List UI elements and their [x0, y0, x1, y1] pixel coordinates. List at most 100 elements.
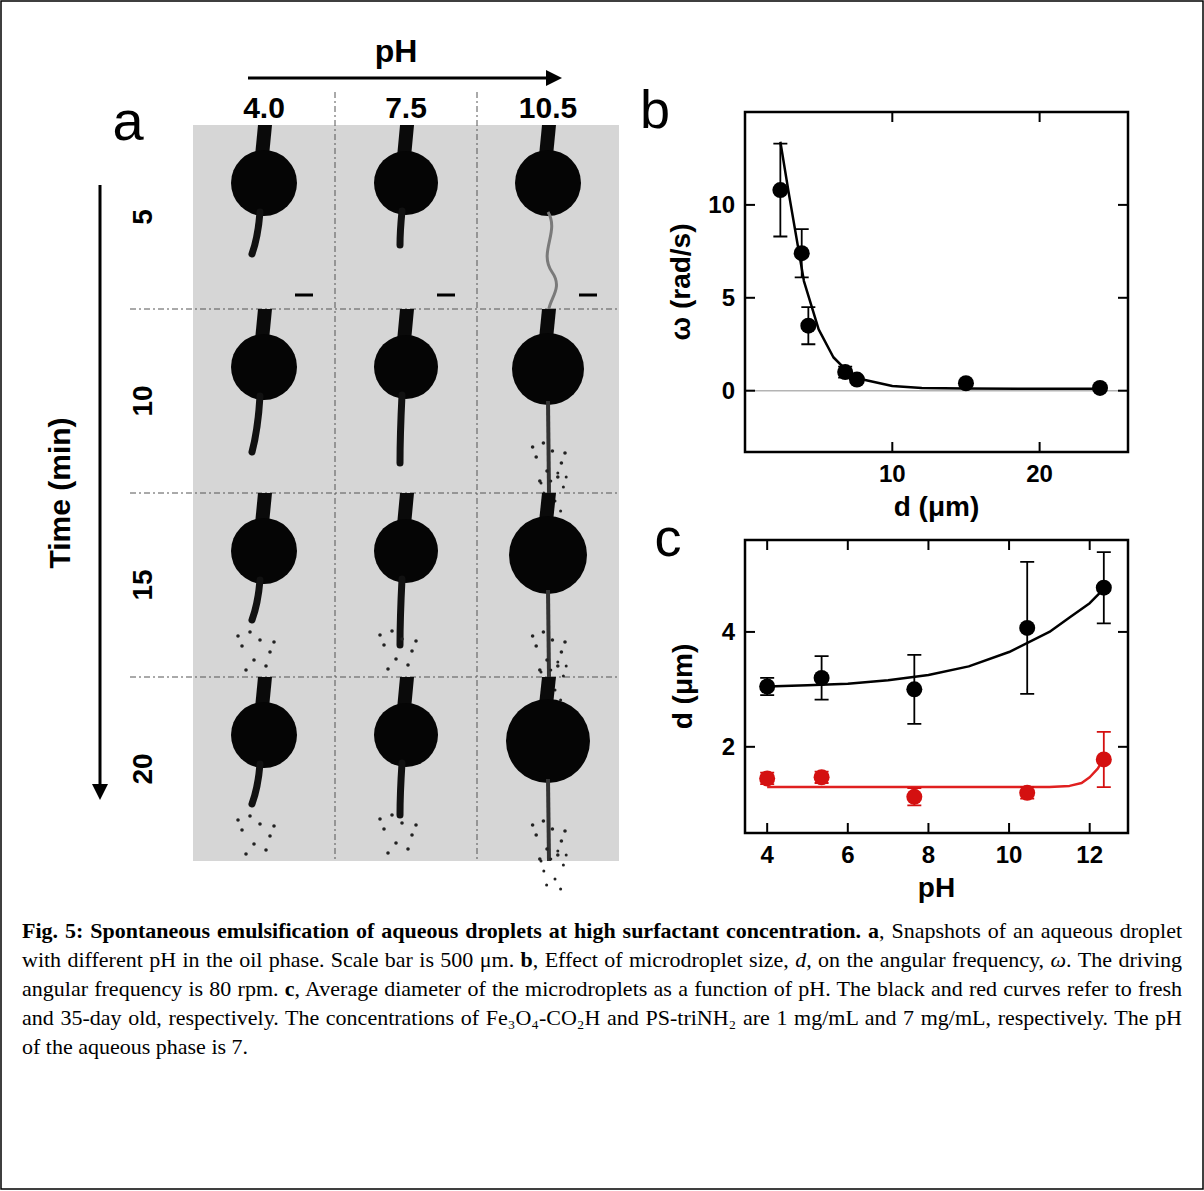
- chart-c: 468101224pHd (μm)c: [655, 507, 1129, 903]
- speck: [400, 821, 404, 825]
- panel-letter: b: [640, 79, 670, 139]
- speck: [272, 640, 276, 644]
- caption: Fig. 5: Spontaneous emulsification of aq…: [22, 916, 1182, 1061]
- speck: [559, 510, 562, 513]
- speck: [390, 813, 394, 817]
- x-tick-top: [1039, 112, 1041, 122]
- x-tick: [847, 823, 849, 833]
- point: [800, 318, 816, 334]
- speck: [406, 663, 410, 667]
- speck: [410, 649, 414, 653]
- speck: [406, 847, 410, 851]
- droplet: [231, 702, 297, 768]
- point: [794, 245, 810, 261]
- x-tick-label: 10: [879, 460, 906, 487]
- droplet-cell: [509, 493, 587, 702]
- tail: [252, 764, 260, 804]
- error-bar: [773, 144, 787, 237]
- plot-frame: [745, 112, 1128, 452]
- speck: [531, 634, 535, 638]
- speck: [554, 878, 557, 881]
- tail: [252, 580, 260, 620]
- error-bar: [907, 655, 921, 724]
- caption-text: d: [795, 947, 806, 972]
- droplet: [231, 334, 297, 400]
- droplet-cell: [515, 125, 597, 322]
- x-tick-top: [847, 540, 849, 550]
- point: [759, 679, 775, 695]
- y-tick: [745, 390, 755, 392]
- speck: [236, 818, 240, 822]
- speck: [248, 630, 252, 634]
- speck: [240, 644, 244, 648]
- droplet: [509, 516, 587, 594]
- y-tick-label: 0: [722, 377, 735, 404]
- row-label: 10: [127, 385, 158, 416]
- speck: [540, 482, 543, 485]
- point: [958, 375, 974, 391]
- column-label: 4.0: [243, 91, 285, 124]
- speck: [272, 824, 276, 828]
- y-axis-title: d (μm): [667, 644, 698, 730]
- speck: [382, 643, 386, 647]
- tail: [400, 763, 402, 815]
- droplet: [374, 335, 438, 399]
- x-tick-top: [1089, 540, 1091, 550]
- tail: [252, 212, 260, 254]
- speck: [549, 858, 552, 861]
- speck: [562, 486, 565, 489]
- y-tick-right: [1118, 390, 1128, 392]
- x-tick-label: 20: [1026, 460, 1053, 487]
- row-arrow: [99, 185, 102, 788]
- droplet-cell: [231, 309, 297, 452]
- point: [849, 372, 865, 388]
- y-tick-label: 10: [708, 191, 735, 218]
- error-bar: [1097, 552, 1111, 623]
- droplet: [506, 699, 590, 783]
- speck: [563, 640, 567, 644]
- row-header-title: Time (min): [43, 417, 76, 568]
- y-tick-label: 2: [722, 733, 735, 760]
- speck: [542, 630, 546, 634]
- error-bar: [1097, 732, 1111, 787]
- droplet: [515, 150, 581, 216]
- droplet-cell: [231, 125, 313, 295]
- droplet: [231, 518, 297, 584]
- speck: [378, 817, 382, 821]
- speck: [244, 668, 248, 672]
- speck: [556, 661, 559, 664]
- speck: [542, 441, 546, 445]
- x-tick-label: 8: [922, 841, 935, 868]
- speck: [258, 638, 262, 642]
- panel-letter: a: [112, 89, 144, 152]
- point: [814, 670, 830, 686]
- speck: [534, 455, 538, 459]
- caption-text: ω: [1050, 947, 1066, 972]
- plot-area: [772, 142, 1108, 396]
- caption-text: , on the angular frequency,: [806, 947, 1050, 972]
- column-divider: [477, 92, 478, 861]
- panel-a: apH4.07.510.5Time (min)5101520: [43, 33, 619, 891]
- point: [906, 681, 922, 697]
- speck: [410, 833, 414, 837]
- caption-text: , Effect of microdroplet size,: [533, 947, 795, 972]
- y-tick-right: [1118, 746, 1128, 748]
- speck: [248, 814, 252, 818]
- speck: [563, 451, 567, 455]
- droplet: [512, 333, 584, 405]
- x-tick-label: 12: [1076, 841, 1103, 868]
- y-tick-label: 4: [722, 618, 736, 645]
- tail: [252, 396, 260, 452]
- speck: [556, 850, 559, 853]
- speck: [560, 650, 564, 654]
- x-tick-top: [766, 540, 768, 550]
- fit-curve: [780, 142, 1103, 389]
- y-tick: [745, 297, 755, 299]
- speck: [531, 445, 535, 449]
- speck: [531, 823, 535, 827]
- speck: [562, 675, 565, 678]
- speck: [545, 884, 548, 887]
- droplet-cell: [374, 309, 438, 463]
- error-bar: [815, 656, 829, 700]
- speck: [244, 852, 248, 856]
